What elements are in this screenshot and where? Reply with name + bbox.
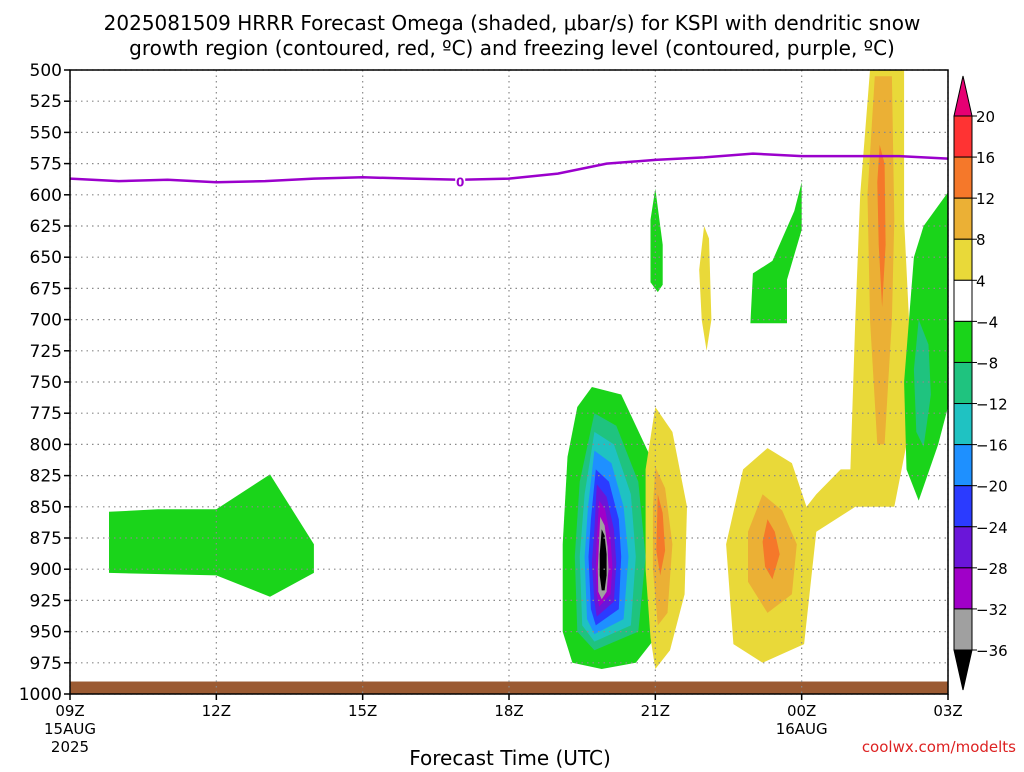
colorbar-label-3: 8	[976, 231, 986, 249]
chart-title-line1: 2025081509 HRRR Forecast Omega (shaded, …	[104, 11, 921, 35]
colorbar-label-6: −8	[976, 354, 998, 372]
y-tick-label-575: 575	[30, 155, 62, 175]
y-tick-label-625: 625	[30, 217, 62, 237]
colorbar-label-2: 12	[976, 190, 995, 208]
chart-title-line2: growth region (contoured, red, ºC) and f…	[129, 36, 895, 60]
colorbar-label-11: −28	[976, 560, 1008, 578]
freezing-level-label: 0	[456, 176, 464, 190]
colorbar-label-4: 4	[976, 272, 986, 290]
y-tick-label-725: 725	[30, 342, 62, 362]
x-tick-label-21Z: 21Z	[641, 702, 670, 720]
colorbar-label-5: −4	[976, 313, 998, 331]
x-tick-label-09Z: 09Z	[55, 702, 84, 720]
omega-region-tall-descent-peak	[877, 144, 886, 308]
colorbar-label-7: −12	[976, 396, 1008, 414]
x-tick-label-15Z: 15Z	[348, 702, 377, 720]
colorbar-bin-2	[953, 156, 973, 199]
colorbar-bin-12	[953, 567, 973, 610]
colorbar-bin-11	[953, 526, 973, 569]
y-tick-label-550: 550	[30, 123, 62, 143]
y-axis: 500 525 550 575 600 625 650 675 700 725 750 775 800 8…	[19, 61, 70, 705]
colorbar-label-13: −36	[976, 642, 1008, 660]
y-tick-label-925: 925	[30, 591, 62, 611]
watermark: coolwx.com/modelts	[862, 738, 1016, 756]
omega-region-right-teal-core	[913, 319, 931, 447]
colorbar-label-8: −16	[976, 437, 1008, 455]
omega-region-deep-ascent-core	[599, 529, 607, 591]
omega-region-low-level-weak-ascent	[109, 474, 314, 597]
colorbar-label-1: 16	[976, 149, 995, 167]
y-tick-label-875: 875	[30, 529, 62, 549]
colorbar: 20 16 12 8 4 −4 −8 −12 −16 −20 −24 −28 −32 −36	[953, 75, 1008, 691]
colorbar-top-triangle	[953, 75, 973, 117]
y-tick-label-850: 850	[30, 498, 62, 518]
y-tick-label-500: 500	[30, 61, 62, 81]
colorbar-bin-9	[953, 444, 973, 487]
y-tick-label-700: 700	[30, 311, 62, 331]
colorbar-bottom-triangle	[953, 649, 973, 691]
omega-region-upper-green-b	[750, 182, 802, 324]
freezing-level-line	[69, 152, 949, 184]
colorbar-label-0: 20	[976, 108, 995, 126]
y-tick-label-600: 600	[30, 186, 62, 206]
freezing-level-label-bg	[455, 174, 466, 189]
omega-region-upper-green-a	[650, 188, 663, 293]
colorbar-bin-7	[953, 361, 973, 405]
colorbar-bin-4	[953, 238, 973, 281]
y-tick-label-675: 675	[30, 279, 62, 299]
y-tick-label-975: 975	[30, 654, 62, 674]
freezing-level-layer: 0	[69, 152, 949, 190]
x-tick-year-09Z: 2025	[51, 738, 89, 756]
x-tick-label-12Z: 12Z	[202, 702, 231, 720]
x-axis-title: Forecast Time (UTC)	[409, 746, 611, 768]
omega-region-mid-descent-a-peak	[656, 494, 666, 576]
colorbar-bin-5	[953, 279, 973, 322]
colorbar-bin-6	[953, 320, 973, 363]
y-tick-label-900: 900	[30, 560, 62, 580]
y-tick-label-950: 950	[30, 623, 62, 643]
omega-region-upper-yellow-thin	[699, 226, 712, 351]
shaded-omega-layer	[109, 70, 948, 669]
y-tick-label-800: 800	[30, 435, 62, 455]
ground-layer	[70, 681, 948, 694]
colorbar-bin-10	[953, 485, 973, 528]
y-tick-label-650: 650	[30, 248, 62, 268]
colorbar-bin-8	[953, 403, 973, 446]
x-tick-label-18Z: 18Z	[494, 702, 523, 720]
colorbar-label-9: −20	[976, 478, 1008, 496]
x-tick-label-03Z: 03Z	[933, 702, 962, 720]
grid-layer	[69, 69, 949, 695]
colorbar-bin-1	[953, 115, 973, 158]
colorbar-label-10: −24	[976, 519, 1008, 537]
colorbar-bin-3	[953, 197, 973, 240]
x-tick-label-00Z: 00Z	[787, 702, 816, 720]
y-tick-label-825: 825	[30, 467, 62, 487]
y-tick-label-750: 750	[30, 373, 62, 393]
colorbar-bin-13	[953, 608, 973, 651]
y-tick-label-775: 775	[30, 404, 62, 424]
x-tick-date-00Z: 16AUG	[776, 720, 828, 738]
x-tick-date-09Z: 15AUG	[44, 720, 96, 738]
omega-region-lower-descent-peak	[762, 519, 780, 580]
colorbar-label-12: −32	[976, 601, 1008, 619]
ground-band	[70, 681, 948, 694]
y-tick-label-1000: 1000	[19, 685, 62, 705]
y-tick-label-525: 525	[30, 92, 62, 112]
